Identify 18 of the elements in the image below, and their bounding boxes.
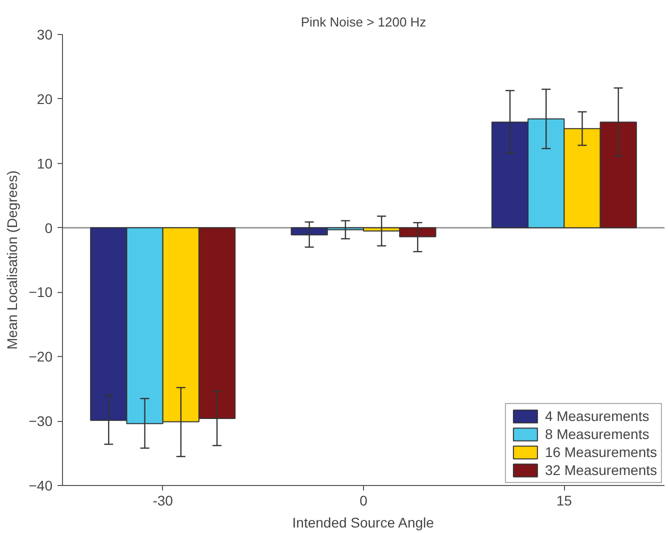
- legend-label: 4 Measurements: [544, 408, 650, 424]
- y-tick-label: 0: [44, 220, 53, 236]
- legend-label: 32 Measurements: [544, 462, 657, 478]
- y-tick-label: −40: [28, 478, 53, 494]
- y-tick-label: 10: [36, 155, 53, 172]
- x-tick-label: 0: [360, 492, 368, 508]
- x-axis-title: Intended Source Angle: [292, 514, 434, 530]
- y-tick-label: −20: [28, 348, 53, 365]
- x-tick-label: -30: [152, 492, 174, 508]
- y-tick-label: −10: [28, 284, 53, 300]
- y-axis-title: Mean Localisation (Degrees): [4, 170, 20, 350]
- y-tick-label: −30: [28, 413, 53, 430]
- chart-title: Pink Noise > 1200 Hz: [300, 14, 426, 30]
- y-tick-label: 30: [36, 26, 53, 42]
- x-tick-label: 15: [556, 492, 572, 508]
- legend-label: 16 Measurements: [544, 444, 657, 460]
- y-tick-label: 20: [36, 90, 53, 107]
- legend-label: 8 Measurements: [544, 426, 650, 442]
